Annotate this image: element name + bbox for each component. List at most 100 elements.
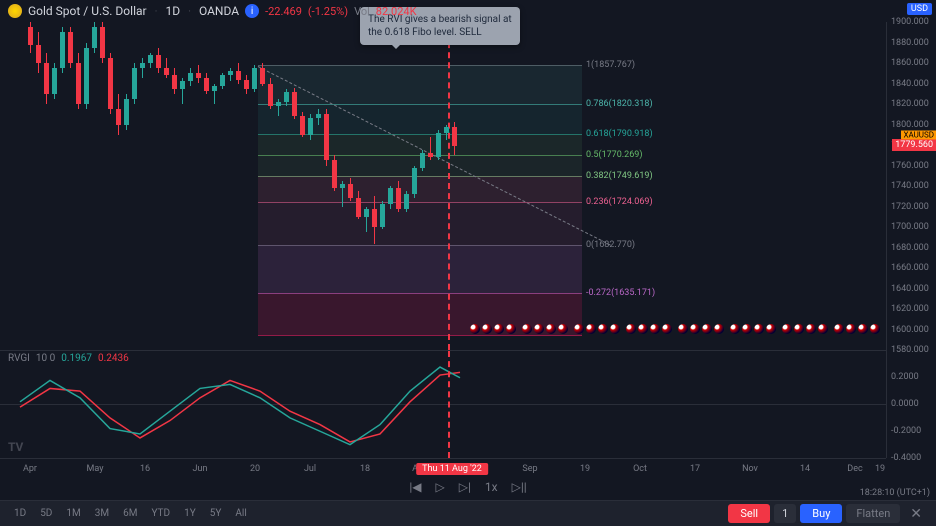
skip-button[interactable]: ▷|| xyxy=(512,480,527,494)
time-label: 19 xyxy=(580,464,590,474)
marker-cluster xyxy=(730,324,776,336)
indicator-tick: 0.0000 xyxy=(891,399,919,409)
time-axis[interactable]: AprMay16Jun20Jul18AugSep19Oct17Nov14Dec1… xyxy=(0,458,886,478)
close-icon[interactable]: ✕ xyxy=(904,506,928,522)
indicator-tick: 0.2000 xyxy=(891,372,919,382)
fib-label: 0.382(1749.619) xyxy=(586,171,653,181)
indicator-pane[interactable]: RVGI 10 0 0.1967 0.2436 TV xyxy=(0,350,886,458)
time-label: Nov xyxy=(742,464,758,474)
price-chart[interactable]: 1(1857.767) 0.786(1820.318) 0.618(1790.918… xyxy=(0,22,886,350)
price-tick: 1820.000 xyxy=(891,99,929,109)
marker-cluster xyxy=(522,324,568,336)
indicator-tick: -0.4000 xyxy=(891,453,921,463)
timeframe-all[interactable]: All xyxy=(229,506,252,521)
timeframe-6m[interactable]: 6M xyxy=(117,506,143,521)
marker-cluster xyxy=(834,324,880,336)
timeframe-1y[interactable]: 1Y xyxy=(178,506,202,521)
fib-band xyxy=(258,176,582,202)
speed-button[interactable]: 1x xyxy=(485,480,498,494)
indicator-plot xyxy=(0,351,886,458)
fib-label: 0(1682.770) xyxy=(586,240,635,250)
vol-value: 82.024K xyxy=(376,5,417,18)
symbol-name[interactable]: Gold Spot / U.S. Dollar xyxy=(28,4,147,18)
fib-label: 0.236(1724.069) xyxy=(586,197,653,207)
indicator-axis: 0.20000.0000-0.2000-0.4000 xyxy=(886,350,936,458)
current-price-label: 1779.560 xyxy=(892,139,936,151)
timeframe-ytd[interactable]: YTD xyxy=(145,506,176,521)
price-tick: 1760.000 xyxy=(891,161,929,171)
time-label: May xyxy=(87,464,104,474)
step-button[interactable]: ▷| xyxy=(459,480,471,494)
time-label: 14 xyxy=(800,464,810,474)
timeframe-5d[interactable]: 5D xyxy=(34,506,58,521)
chart-header: Gold Spot / U.S. Dollar · 1D · OANDA i -… xyxy=(0,0,936,22)
price-tick: 1620.000 xyxy=(891,304,929,314)
watermark-logo: TV xyxy=(8,440,23,454)
marker-cluster xyxy=(470,324,516,336)
buy-button[interactable]: Buy xyxy=(800,504,842,523)
timeframe-1m[interactable]: 1M xyxy=(60,506,86,521)
fib-label: 0.5(1770.269) xyxy=(586,150,642,160)
time-label: Jun xyxy=(193,464,208,474)
fib-band xyxy=(258,245,582,294)
timeframe-buttons: 1D5D1M3M6MYTD1Y5YAll xyxy=(8,506,253,521)
fib-label: 0.618(1790.918) xyxy=(586,129,653,139)
timeframe-1d[interactable]: 1D xyxy=(8,506,32,521)
time-highlight: Thu 11 Aug '22 xyxy=(416,463,488,475)
time-label: 19 xyxy=(875,464,885,474)
sell-button[interactable]: Sell xyxy=(728,504,770,523)
flatten-button[interactable]: Flatten xyxy=(846,504,900,523)
fib-band xyxy=(258,104,582,134)
price-tick: 1840.000 xyxy=(891,79,929,89)
price-tick: 1600.000 xyxy=(891,325,929,335)
time-label: 16 xyxy=(140,464,150,474)
vol-label: Vol xyxy=(354,5,370,18)
vertical-crosshair xyxy=(448,351,450,458)
fib-label: -0.272(1635.171) xyxy=(586,288,655,298)
timeframe-5y[interactable]: 5Y xyxy=(204,506,228,521)
price-tick: 1640.000 xyxy=(891,284,929,294)
marker-cluster xyxy=(574,324,620,336)
change-value: -22.469 xyxy=(265,5,302,18)
provider-label: OANDA xyxy=(199,4,239,18)
time-label: 17 xyxy=(690,464,700,474)
price-tick: 1680.000 xyxy=(891,243,929,253)
time-label: Jul xyxy=(304,464,316,474)
time-label: 20 xyxy=(250,464,260,474)
marker-cluster xyxy=(626,324,672,336)
symbol-tag: XAUUSD xyxy=(901,131,936,140)
time-label: 18 xyxy=(360,464,370,474)
price-tick: 1880.000 xyxy=(891,38,929,48)
change-pct: (-1.25%) xyxy=(308,5,348,18)
bottom-toolbar: 1D5D1M3M6MYTD1Y5YAll Sell 1 Buy Flatten … xyxy=(0,500,936,526)
price-tick: 1720.000 xyxy=(891,202,929,212)
trade-controls: Sell 1 Buy Flatten ✕ xyxy=(728,504,928,523)
marker-cluster xyxy=(782,324,828,336)
clock: 18:28:10 (UTC+1) xyxy=(860,488,930,498)
price-axis[interactable]: 1900.0001880.0001860.0001840.0001820.000… xyxy=(886,22,936,350)
price-tick: 1660.000 xyxy=(891,263,929,273)
rewind-button[interactable]: |◀ xyxy=(409,480,421,494)
fib-label: 1(1857.767) xyxy=(586,60,635,70)
gold-icon xyxy=(8,4,22,18)
info-icon[interactable]: i xyxy=(245,4,259,18)
price-tick: 1800.000 xyxy=(891,120,929,130)
fib-band xyxy=(258,65,582,103)
vertical-crosshair[interactable] xyxy=(448,22,450,350)
price-tick: 1700.000 xyxy=(891,222,929,232)
play-button[interactable]: ▷ xyxy=(435,480,444,494)
playback-controls: |◀ ▷ ▷| 1x ▷|| xyxy=(409,480,526,494)
fib-band xyxy=(258,134,582,155)
timeframe-3m[interactable]: 3M xyxy=(89,506,115,521)
timeframe-label[interactable]: 1D xyxy=(165,4,180,18)
fib-band xyxy=(258,202,582,244)
indicator-tick: -0.2000 xyxy=(891,426,921,436)
time-label: Apr xyxy=(23,464,37,474)
marker-cluster xyxy=(678,324,724,336)
quantity-field[interactable]: 1 xyxy=(774,504,796,523)
time-label: Dec xyxy=(847,464,862,474)
time-label: Sep xyxy=(522,464,537,474)
time-label: Oct xyxy=(633,464,647,474)
fib-label: 0.786(1820.318) xyxy=(586,99,653,109)
price-tick: 1860.000 xyxy=(891,58,929,68)
